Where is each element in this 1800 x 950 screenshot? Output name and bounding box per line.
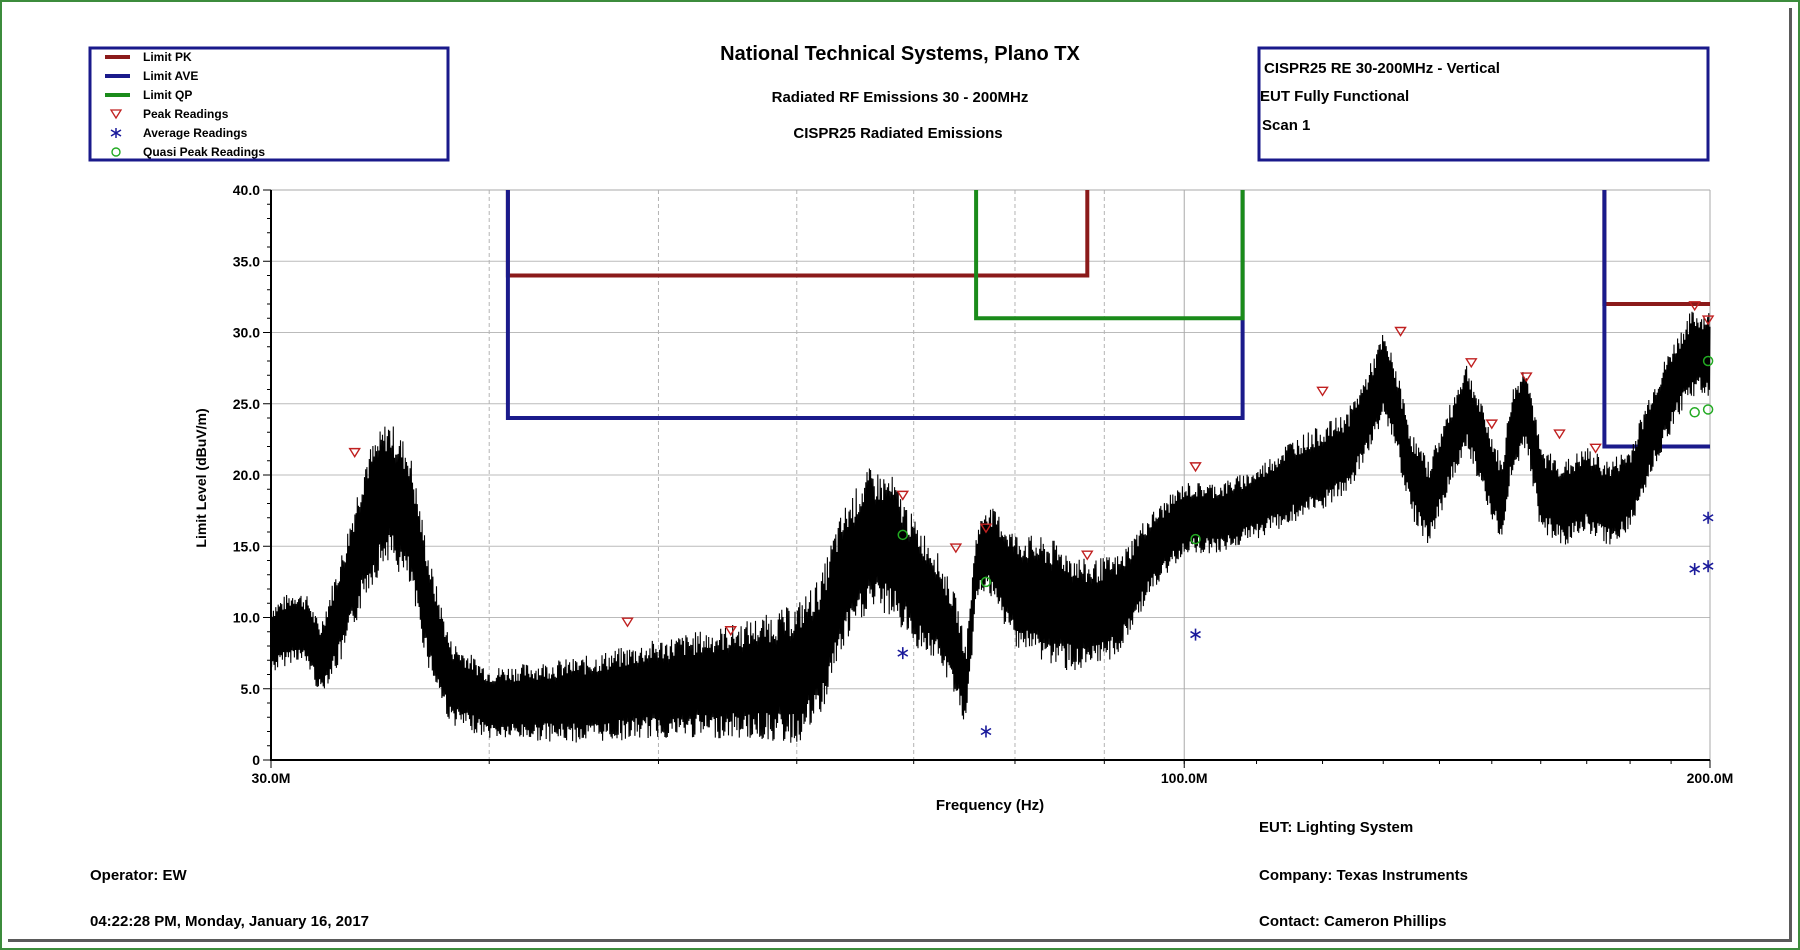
legend-label: Average Readings bbox=[143, 126, 248, 140]
legend-item: Limit AVE bbox=[105, 69, 198, 83]
peak-reading-marker bbox=[1081, 550, 1094, 561]
quasi-peak-reading-marker bbox=[897, 529, 909, 541]
peak-reading-marker bbox=[1553, 429, 1566, 440]
triangle-icon bbox=[109, 109, 123, 120]
peak-reading-marker bbox=[621, 617, 634, 628]
operator-text: Operator: EW bbox=[90, 867, 188, 884]
peak-reading-marker bbox=[1394, 326, 1407, 337]
chart-subtitle-1: Radiated RF Emissions 30 - 200MHz bbox=[772, 89, 1029, 106]
legend-item: Average Readings bbox=[110, 126, 248, 140]
quasi-peak-reading-marker bbox=[1689, 407, 1700, 418]
y-axis-label: Limit Level (dBuV/m) bbox=[193, 408, 209, 547]
y-tick-label: 40.0 bbox=[233, 182, 260, 198]
legend-item: Limit PK bbox=[105, 50, 192, 64]
legend-label: Quasi Peak Readings bbox=[143, 145, 265, 159]
y-tick-label: 20.0 bbox=[233, 467, 260, 483]
legend-item: Peak Readings bbox=[109, 107, 229, 121]
y-tick-label: 0 bbox=[252, 752, 260, 768]
window-inner-border bbox=[8, 8, 1792, 942]
eut-text: EUT: Lighting System bbox=[1259, 819, 1413, 836]
limit-lines bbox=[505, 190, 1710, 449]
average-reading-marker bbox=[1190, 628, 1201, 641]
quasi-peak-reading-marker bbox=[1702, 404, 1714, 415]
asterisk-icon bbox=[110, 128, 122, 138]
quasi-peak-reading-marker bbox=[1702, 355, 1714, 367]
limit-line-limit-ave bbox=[1602, 190, 1710, 449]
info-line-3: Scan 1 bbox=[1262, 117, 1310, 134]
average-reading-marker bbox=[1689, 563, 1701, 576]
quasi-peak-reading-marker bbox=[980, 576, 992, 588]
grid bbox=[271, 189, 1711, 760]
x-tick-label: 200.0M bbox=[1687, 770, 1734, 786]
measurement-trace bbox=[270, 311, 1711, 743]
info-line-1: CISPR25 RE 30-200MHz - Vertical bbox=[1264, 60, 1500, 77]
y-tick-label: 30.0 bbox=[233, 325, 260, 341]
peak-reading-marker bbox=[1701, 315, 1715, 326]
limit-line-limit-qp bbox=[974, 190, 1245, 321]
circle-icon bbox=[111, 147, 121, 157]
legend-label: Limit AVE bbox=[143, 69, 198, 83]
peak-reading-marker bbox=[1189, 462, 1202, 473]
legend-box: Limit PK Limit AVE Limit QP Peak Readings Av… bbox=[88, 46, 450, 162]
y-tick-label: 35.0 bbox=[233, 253, 260, 269]
average-reading-marker bbox=[897, 647, 909, 660]
average-reading-marker bbox=[980, 725, 992, 738]
y-tick-label: 25.0 bbox=[233, 396, 260, 412]
peak-reading-marker bbox=[979, 523, 993, 534]
average-reading-marker bbox=[1702, 560, 1714, 573]
peak-reading-marker bbox=[348, 447, 361, 458]
peak-reading-marker bbox=[1485, 419, 1499, 430]
info-box: CISPR25 RE 30-200MHz - Vertical EUT Full… bbox=[1257, 46, 1710, 162]
measurement-trace-line bbox=[270, 311, 1711, 743]
legend-label: Limit QP bbox=[143, 88, 192, 102]
legend-item: Quasi Peak Readings bbox=[111, 145, 265, 159]
legend-label: Peak Readings bbox=[143, 107, 229, 121]
chart-subtitle-2: CISPR25 Radiated Emissions bbox=[793, 125, 1002, 142]
peak-reading-marker bbox=[1316, 386, 1329, 397]
peak-reading-marker bbox=[1688, 301, 1701, 312]
plot-area: 0 5.0 10.0 15.0 20.0 25.0 30.0 35.0 40.0 30.0M 100… bbox=[233, 182, 1734, 786]
y-tick-label: 15.0 bbox=[233, 538, 260, 554]
quasi-peak-reading-marker bbox=[1190, 533, 1201, 545]
contact-text: Contact: Cameron Phillips bbox=[1259, 913, 1447, 930]
y-tick-label: 10.0 bbox=[233, 610, 260, 626]
peak-reading-marker bbox=[949, 543, 963, 554]
peak-reading-marker bbox=[896, 490, 910, 501]
info-line-2: EUT Fully Functional bbox=[1260, 88, 1409, 105]
peak-reading-marker bbox=[1589, 443, 1602, 454]
legend-label: Limit PK bbox=[143, 50, 192, 64]
x-axis-label: Frequency (Hz) bbox=[936, 797, 1044, 814]
axes: 0 5.0 10.0 15.0 20.0 25.0 30.0 35.0 40.0 30.0M 100… bbox=[233, 182, 1734, 786]
average-reading-marker bbox=[1702, 511, 1714, 524]
reading-markers bbox=[348, 301, 1715, 738]
chart-title: National Technical Systems, Plano TX bbox=[720, 43, 1080, 65]
timestamp-text: 04:22:28 PM, Monday, January 16, 2017 bbox=[90, 913, 369, 930]
y-tick-label: 5.0 bbox=[241, 681, 261, 697]
peak-reading-marker bbox=[1520, 372, 1533, 383]
peak-reading-marker bbox=[1465, 358, 1478, 369]
x-tick-label: 30.0M bbox=[252, 770, 291, 786]
company-text: Company: Texas Instruments bbox=[1259, 867, 1468, 884]
peak-reading-marker bbox=[724, 626, 738, 637]
x-tick-label: 100.0M bbox=[1161, 770, 1208, 786]
legend-item: Limit QP bbox=[105, 88, 192, 102]
